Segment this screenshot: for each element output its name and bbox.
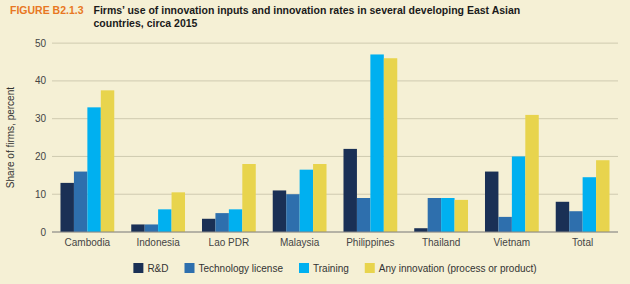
y-axis-label: Share of firms, percent: [5, 87, 16, 188]
bar: [273, 190, 286, 232]
legend-label: Technology license: [199, 263, 284, 274]
bar: [485, 172, 498, 232]
bar: [60, 183, 73, 232]
bar: [525, 115, 538, 232]
bar: [357, 198, 370, 232]
bar: [158, 209, 171, 232]
legend-label: Training: [313, 263, 349, 274]
legend-swatch: [365, 263, 375, 273]
grid-line: [52, 232, 618, 233]
legend-item: Technology license: [185, 263, 284, 274]
y-tick-label: 40: [35, 75, 47, 86]
title-area: FIGURE B2.1.3 Firms’ use of innovation in…: [10, 4, 520, 29]
bar: [286, 194, 299, 232]
x-axis: Cambodia Indonesia Lao PDR Malaysia Philippi…: [52, 232, 618, 248]
bar: [498, 217, 511, 232]
y-tick-label: 0: [40, 227, 46, 238]
x-tick-label: Total: [572, 237, 593, 248]
bar: [512, 156, 525, 232]
chart: FIGURE B2.1.3 Firms’ use of innovation in…: [0, 0, 630, 284]
y-tick-label: 30: [35, 113, 47, 124]
legend-swatch: [299, 263, 309, 273]
grid-line: [52, 43, 618, 44]
x-tick-label: Indonesia: [136, 237, 180, 248]
legend-item: Training: [299, 263, 349, 274]
bar: [300, 170, 313, 232]
bar: [202, 219, 215, 232]
bar: [74, 172, 87, 232]
y-axis: 0 10 20 30 40 50: [35, 38, 618, 238]
bar: [229, 209, 242, 232]
legend-label: R&D: [147, 263, 168, 274]
y-tick-label: 20: [35, 151, 47, 162]
bar: [414, 228, 427, 232]
x-tick-label: Malaysia: [280, 237, 320, 248]
bar: [370, 54, 383, 232]
x-tick-label: Vietnam: [494, 237, 531, 248]
legend-label: Any innovation (process or product): [379, 263, 537, 274]
bar: [87, 107, 100, 232]
bar: [172, 192, 185, 232]
bar: [215, 213, 228, 232]
bar: [242, 164, 255, 232]
bar: [131, 224, 144, 232]
title: FIGURE B2.1.3: [10, 4, 84, 16]
y-tick-label: 10: [35, 189, 47, 200]
x-axis-line: [52, 232, 618, 233]
bar: [313, 164, 326, 232]
legend-item: R&D: [133, 263, 168, 274]
legend-swatch: [133, 263, 143, 273]
bar: [569, 211, 582, 232]
bar: [428, 198, 441, 232]
bar: [145, 224, 158, 232]
subtitle: Firms’ use of innovation inputs and inno…: [94, 4, 521, 29]
bar: [556, 202, 569, 232]
bar: [441, 198, 454, 232]
bar: [343, 149, 356, 232]
grid-line: [52, 80, 618, 81]
x-tick-label: Thailand: [422, 237, 460, 248]
bar: [455, 200, 468, 232]
bar: [101, 90, 114, 232]
legend: R&D Technology license Training Any innovat…: [133, 263, 536, 274]
legend-item: Any innovation (process or product): [365, 263, 537, 274]
x-tick-label: Lao PDR: [209, 237, 250, 248]
bar: [583, 177, 596, 232]
x-tick-label: Cambodia: [65, 237, 111, 248]
bar: [384, 58, 397, 232]
y-tick-label: 50: [35, 38, 47, 49]
x-tick-label: Philippines: [346, 237, 394, 248]
bar: [596, 160, 609, 232]
bars: [60, 54, 609, 232]
legend-swatch: [185, 263, 195, 273]
